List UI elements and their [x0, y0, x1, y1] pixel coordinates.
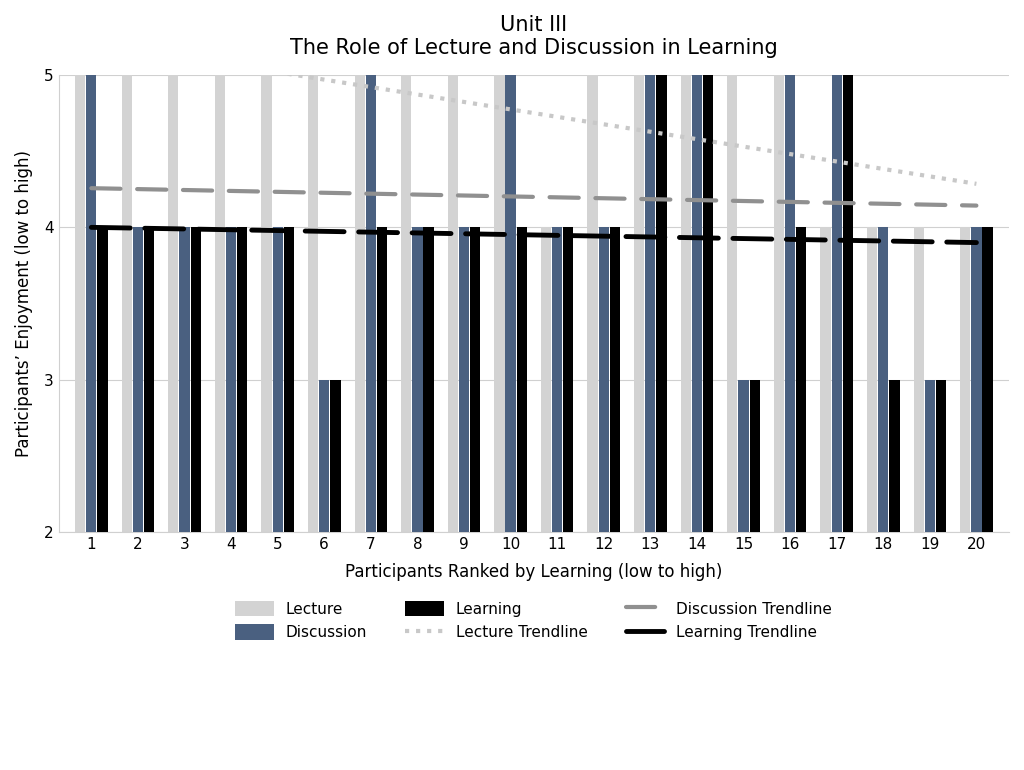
Bar [506, 75, 516, 532]
Bar [122, 75, 132, 532]
Bar [331, 380, 341, 532]
Bar [179, 227, 189, 532]
Bar [459, 227, 469, 532]
Bar [796, 227, 806, 532]
Learning Trendline [88, 223, 100, 232]
Bar [843, 75, 853, 532]
Line: Learning Trendline: Learning Trendline [91, 227, 977, 243]
Lecture Trendline [971, 179, 983, 189]
Bar [377, 227, 387, 532]
Bar [750, 380, 760, 532]
Bar [634, 75, 644, 532]
Bar [656, 75, 667, 532]
Bar [692, 75, 702, 532]
Bar [925, 380, 935, 532]
Bar [308, 75, 318, 532]
Bar [879, 227, 889, 532]
Discussion Trendline [609, 194, 622, 203]
Bar [447, 75, 458, 532]
Learning Trendline [627, 232, 639, 241]
Learning Trendline [609, 232, 622, 241]
Bar [97, 227, 108, 532]
Bar [541, 227, 551, 532]
Bar [413, 227, 423, 532]
Bar [972, 227, 982, 532]
Bar [190, 227, 201, 532]
Bar [238, 227, 248, 532]
Discussion Trendline [971, 201, 983, 210]
Line: Discussion Trendline: Discussion Trendline [91, 188, 977, 206]
Lecture Trendline [612, 122, 625, 131]
Learning Trendline [831, 236, 844, 245]
Bar [936, 380, 946, 532]
Title: Unit III
The Role of Lecture and Discussion in Learning: Unit III The Role of Lecture and Discuss… [290, 15, 778, 59]
Learning Trendline [612, 232, 625, 241]
Lecture Trendline [88, 38, 100, 48]
Bar [319, 380, 330, 532]
Discussion Trendline [831, 198, 844, 207]
Bar [727, 75, 737, 532]
Bar [495, 75, 505, 532]
Bar [144, 227, 155, 532]
X-axis label: Participants Ranked by Learning (low to high): Participants Ranked by Learning (low to … [345, 563, 723, 581]
Discussion Trendline [888, 199, 900, 209]
Bar [820, 227, 830, 532]
Bar [552, 227, 562, 532]
Bar [982, 227, 992, 532]
Learning Trendline [85, 223, 97, 232]
Bar [785, 75, 796, 532]
Discussion Trendline [88, 183, 100, 192]
Discussion Trendline [85, 183, 97, 192]
Bar [774, 75, 784, 532]
Lecture Trendline [85, 38, 97, 47]
Bar [913, 227, 924, 532]
Bar [401, 75, 412, 532]
Bar [609, 227, 621, 532]
Bar [563, 227, 573, 532]
Bar [272, 227, 283, 532]
Bar [681, 75, 691, 532]
Bar [867, 227, 878, 532]
Lecture Trendline [627, 124, 639, 133]
Bar [424, 227, 434, 532]
Bar [599, 227, 609, 532]
Lecture Trendline [831, 157, 844, 166]
Bar [215, 75, 225, 532]
Bar [702, 75, 713, 532]
Lecture Trendline [609, 122, 622, 131]
Bar [645, 75, 655, 532]
Bar [470, 227, 480, 532]
Bar [133, 227, 143, 532]
Legend: Lecture, Discussion, Learning, Lecture Trendline, Discussion Trendline, Learning: Lecture, Discussion, Learning, Lecture T… [229, 594, 839, 646]
Bar [284, 227, 294, 532]
Bar [738, 380, 749, 532]
Bar [75, 75, 85, 532]
Y-axis label: Participants’ Enjoyment (low to high): Participants’ Enjoyment (low to high) [15, 150, 33, 457]
Bar [517, 227, 527, 532]
Line: Lecture Trendline: Lecture Trendline [91, 42, 977, 184]
Bar [961, 227, 971, 532]
Discussion Trendline [612, 194, 625, 203]
Discussion Trendline [627, 194, 639, 203]
Learning Trendline [971, 238, 983, 247]
Bar [831, 75, 842, 532]
Bar [889, 380, 899, 532]
Bar [86, 75, 96, 532]
Bar [588, 75, 598, 532]
Bar [354, 75, 365, 532]
Bar [366, 75, 376, 532]
Bar [261, 75, 271, 532]
Bar [168, 75, 178, 532]
Learning Trendline [888, 236, 900, 246]
Lecture Trendline [888, 166, 900, 176]
Bar [226, 227, 237, 532]
